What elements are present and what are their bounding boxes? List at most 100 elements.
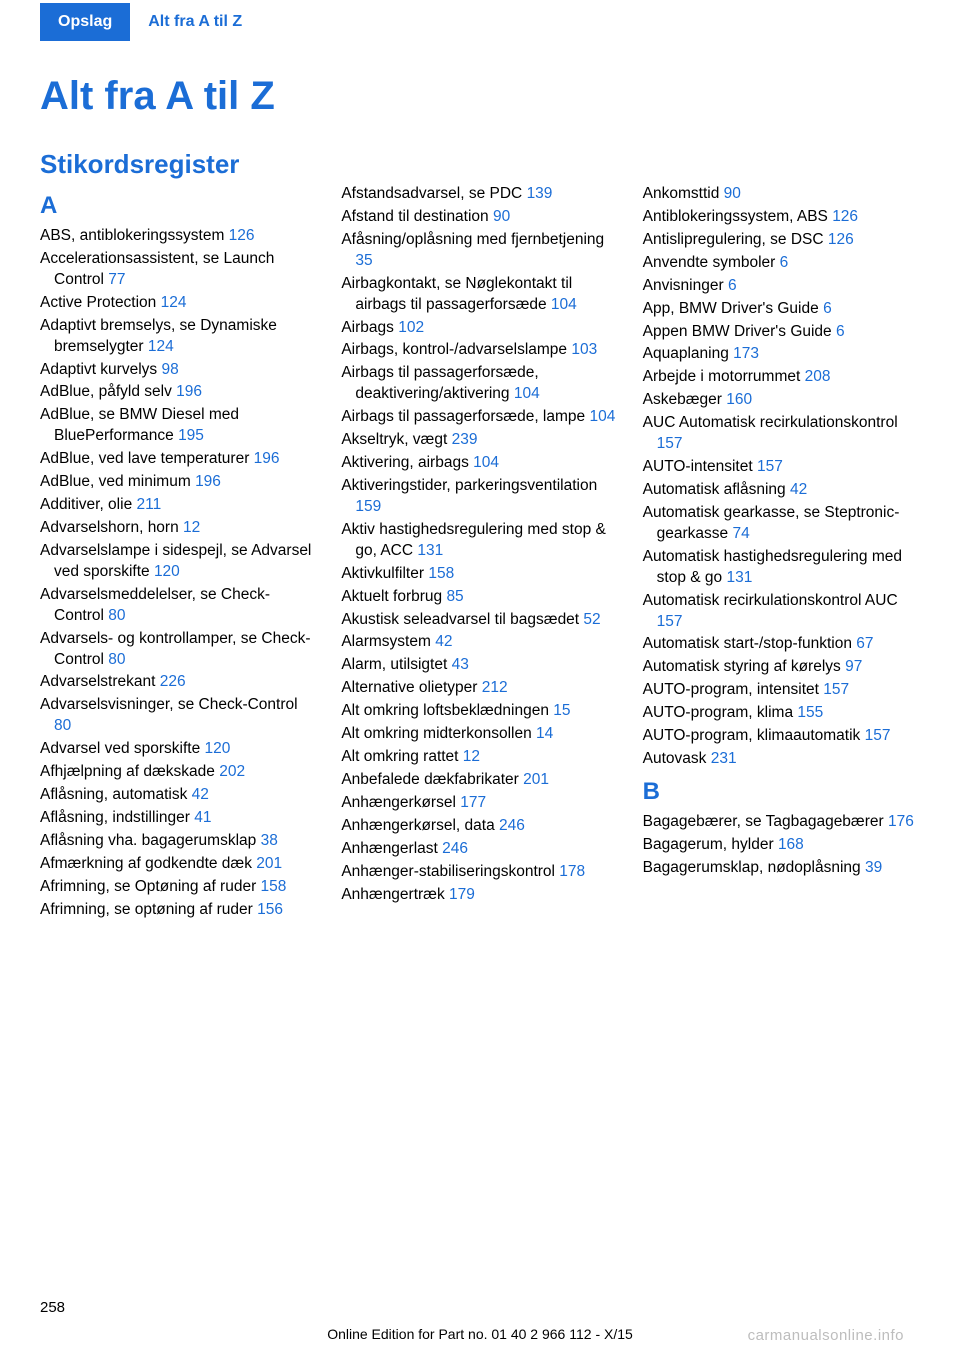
page-ref[interactable]: 103 [571, 341, 597, 358]
page-ref[interactable]: 126 [832, 208, 858, 225]
page-ref[interactable]: 6 [780, 254, 789, 271]
page-ref[interactable]: 157 [757, 458, 783, 475]
index-entry: Aktiv hastighedsregulering med stop & go… [341, 520, 618, 562]
page-ref[interactable]: 42 [790, 481, 807, 498]
page-ref[interactable]: 90 [724, 185, 741, 202]
page-ref[interactable]: 52 [583, 611, 600, 628]
page-ref[interactable]: 102 [398, 319, 424, 336]
page-ref[interactable]: 246 [499, 817, 525, 834]
entry-text: Ankomsttid [643, 185, 724, 202]
page-ref[interactable]: 80 [108, 651, 125, 668]
entry-text: Antiblokeringssystem, ABS [643, 208, 833, 225]
page-ref[interactable]: 90 [493, 208, 510, 225]
page-ref[interactable]: 97 [845, 658, 862, 675]
page-ref[interactable]: 35 [355, 252, 372, 269]
page-ref[interactable]: 104 [473, 454, 499, 471]
page-ref[interactable]: 131 [417, 542, 443, 559]
page-ref[interactable]: 196 [254, 450, 280, 467]
index-entry: AdBlue, påfyld selv 196 [40, 382, 317, 403]
page-ref[interactable]: 131 [726, 569, 752, 586]
index-entry: Alt omkring loftsbeklædnin­gen 15 [341, 701, 618, 722]
entry-text: Airbags til passagerforsæde, deaktiverin… [341, 364, 538, 402]
page-ref[interactable]: 85 [446, 588, 463, 605]
page-ref[interactable]: 120 [154, 563, 180, 580]
page-ref[interactable]: 80 [54, 717, 71, 734]
page-ref[interactable]: 74 [732, 525, 749, 542]
entry-text: Automatisk styring af køre­lys [643, 658, 845, 675]
page-ref[interactable]: 67 [856, 635, 873, 652]
page-ref[interactable]: 104 [589, 408, 615, 425]
page-ref[interactable]: 178 [559, 863, 585, 880]
page-ref[interactable]: 157 [823, 681, 849, 698]
page-ref[interactable]: 158 [261, 878, 287, 895]
page-ref[interactable]: 80 [108, 607, 125, 624]
page-ref[interactable]: 77 [108, 271, 125, 288]
page-ref[interactable]: 239 [452, 431, 478, 448]
page-ref[interactable]: 104 [514, 385, 540, 402]
page-ref[interactable]: 157 [865, 727, 891, 744]
page-ref[interactable]: 38 [261, 832, 278, 849]
page-ref[interactable]: 39 [865, 859, 882, 876]
entry-text: Arbejde i motorrummet [643, 368, 805, 385]
entry-text: Automatisk aflåsning [643, 481, 790, 498]
entry-text: Aktivering, airbags [341, 454, 473, 471]
page-ref[interactable]: 211 [137, 496, 162, 513]
page-ref[interactable]: 246 [442, 840, 468, 857]
page-ref[interactable]: 15 [553, 702, 570, 719]
page-ref[interactable]: 226 [160, 673, 186, 690]
page-ref[interactable]: 124 [161, 294, 187, 311]
entry-text: Airbagkontakt, se Nøglekon­takt til airb… [341, 275, 572, 313]
page-ref[interactable]: 43 [452, 656, 469, 673]
page-ref[interactable]: 201 [523, 771, 549, 788]
page-ref[interactable]: 195 [178, 427, 204, 444]
page-ref[interactable]: 6 [823, 300, 832, 317]
index-entry: Adaptivt bremselys, se Dyna­miske bremse… [40, 316, 317, 358]
page-ref[interactable]: 176 [888, 813, 914, 830]
watermark: carmanualsonline.info [748, 1327, 904, 1344]
page-ref[interactable]: 157 [657, 613, 683, 630]
page-ref[interactable]: 201 [256, 855, 282, 872]
page-ref[interactable]: 196 [195, 473, 221, 490]
page-ref[interactable]: 158 [428, 565, 454, 582]
page-ref[interactable]: 155 [797, 704, 823, 721]
index-entry: Anhængertræk 179 [341, 885, 618, 906]
page-ref[interactable]: 6 [836, 323, 845, 340]
index-entry: Anbefalede dækfabrika­ter 201 [341, 770, 618, 791]
page-ref[interactable]: 208 [805, 368, 831, 385]
entry-text: Automatisk gearkasse, se Steptronic-gear… [643, 504, 900, 542]
page-ref[interactable]: 126 [828, 231, 854, 248]
page-ref[interactable]: 173 [733, 345, 759, 362]
page-ref[interactable]: 139 [527, 185, 553, 202]
page-ref[interactable]: 12 [463, 748, 480, 765]
entry-text: App, BMW Driver's Guide [643, 300, 823, 317]
page-ref[interactable]: 42 [435, 633, 452, 650]
page-ref[interactable]: 212 [482, 679, 508, 696]
page-ref[interactable]: 120 [205, 740, 231, 757]
entry-text: Aktiveringstider, parkerings­ventilation [341, 477, 597, 494]
page-ref[interactable]: 177 [460, 794, 486, 811]
page-ref[interactable]: 160 [726, 391, 752, 408]
entry-text: Aflåsning, automatisk [40, 786, 192, 803]
page-ref[interactable]: 156 [257, 901, 283, 918]
page-ref[interactable]: 157 [657, 435, 683, 452]
page-ref[interactable]: 98 [161, 361, 178, 378]
entry-text: AdBlue, ved lave temperatu­rer [40, 450, 254, 467]
page-ref[interactable]: 179 [449, 886, 475, 903]
page-ref[interactable]: 168 [778, 836, 804, 853]
page-ref[interactable]: 196 [176, 383, 202, 400]
page-ref[interactable]: 124 [148, 338, 174, 355]
page-ref[interactable]: 231 [711, 750, 737, 767]
page-ref[interactable]: 14 [536, 725, 553, 742]
index-entry: Advarsels- og kontrollamper, se Check-Co… [40, 629, 317, 671]
page-ref[interactable]: 159 [355, 498, 381, 515]
page-ref[interactable]: 42 [192, 786, 209, 803]
index-entry: ABS, antiblokeringssy­stem 126 [40, 226, 317, 247]
page-ref[interactable]: 6 [728, 277, 737, 294]
page-ref[interactable]: 126 [229, 227, 255, 244]
page-ref[interactable]: 202 [219, 763, 245, 780]
page-ref[interactable]: 12 [183, 519, 200, 536]
page-ref[interactable]: 104 [551, 296, 577, 313]
entry-text: Alt omkring loftsbeklædnin­gen [341, 702, 553, 719]
column-2: Afstandsadvarsel, se PDC 139Afstand til … [341, 184, 618, 923]
page-ref[interactable]: 41 [194, 809, 211, 826]
